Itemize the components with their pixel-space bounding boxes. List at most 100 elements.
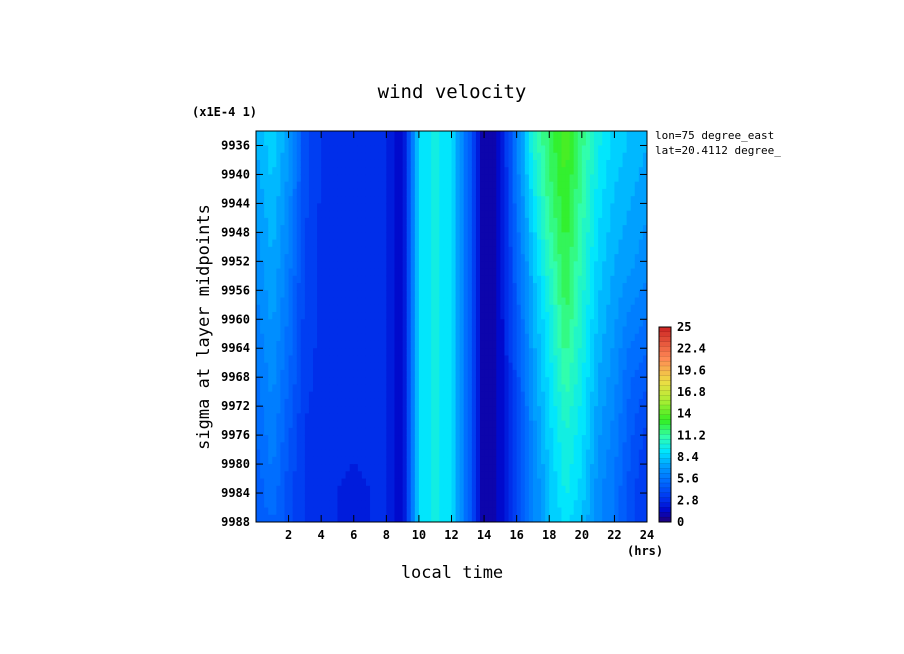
heatmap-cell bbox=[361, 304, 367, 313]
heatmap-cell bbox=[337, 384, 343, 393]
heatmap-cell bbox=[532, 333, 538, 342]
heatmap-cell bbox=[435, 138, 440, 147]
heatmap-cell bbox=[598, 181, 603, 190]
heatmap-cell bbox=[300, 333, 306, 342]
heatmap-cell bbox=[508, 232, 514, 241]
heatmap-cell bbox=[264, 188, 269, 197]
heatmap-cell bbox=[537, 514, 542, 522]
heatmap-cell bbox=[394, 478, 400, 487]
heatmap-cell bbox=[488, 225, 493, 233]
heatmap-cell bbox=[272, 181, 277, 190]
heatmap-cell bbox=[276, 435, 282, 443]
heatmap-cell bbox=[475, 478, 481, 487]
heatmap-cell bbox=[475, 384, 481, 393]
heatmap-cell bbox=[276, 369, 282, 378]
heatmap-cell bbox=[325, 217, 330, 226]
heatmap-cell bbox=[528, 131, 534, 139]
heatmap-cell bbox=[394, 485, 400, 494]
heatmap-cell bbox=[606, 500, 611, 509]
heatmap-cell bbox=[577, 196, 583, 205]
heatmap-cell bbox=[402, 254, 408, 262]
heatmap-cell bbox=[382, 500, 387, 509]
heatmap-cell bbox=[581, 145, 587, 154]
heatmap-cell bbox=[488, 181, 493, 190]
heatmap-cell bbox=[602, 181, 607, 190]
heatmap-cell bbox=[488, 420, 493, 429]
heatmap-cell bbox=[626, 478, 632, 487]
heatmap-cell bbox=[394, 500, 400, 509]
heatmap-cell bbox=[610, 340, 616, 349]
heatmap-cell bbox=[532, 225, 538, 233]
heatmap-cell bbox=[561, 225, 567, 233]
heatmap-cell bbox=[455, 493, 461, 501]
heatmap-cell bbox=[284, 319, 290, 328]
heatmap-cell bbox=[325, 456, 330, 465]
heatmap-cell bbox=[321, 188, 326, 197]
heatmap-cell bbox=[308, 283, 314, 291]
heatmap-cell bbox=[341, 268, 347, 277]
heatmap-cell bbox=[276, 406, 282, 414]
heatmap-cell bbox=[598, 159, 603, 168]
heatmap-cell bbox=[435, 442, 440, 451]
heatmap-cell bbox=[288, 420, 294, 429]
heatmap-cell bbox=[345, 275, 351, 284]
heatmap-cell bbox=[329, 254, 334, 262]
heatmap-cell bbox=[337, 297, 343, 306]
heatmap-cell bbox=[284, 420, 290, 429]
heatmap-cell bbox=[280, 377, 286, 386]
heatmap-cell bbox=[390, 449, 396, 458]
heatmap-cell bbox=[480, 326, 485, 335]
heatmap-cell bbox=[630, 297, 636, 306]
heatmap-cell bbox=[537, 340, 542, 349]
heatmap-cell bbox=[516, 246, 522, 255]
heatmap-cell bbox=[577, 384, 583, 393]
heatmap-cell bbox=[418, 485, 424, 494]
heatmap-cell bbox=[618, 297, 624, 306]
heatmap-cell bbox=[459, 464, 465, 472]
heatmap-cell bbox=[508, 485, 514, 494]
heatmap-cell bbox=[256, 188, 261, 197]
heatmap-cell bbox=[585, 348, 591, 357]
heatmap-cell bbox=[524, 384, 530, 393]
heatmap-cell bbox=[585, 174, 591, 183]
heatmap-cell bbox=[549, 254, 554, 262]
heatmap-cell bbox=[549, 290, 554, 299]
heatmap-cell bbox=[370, 312, 375, 320]
heatmap-cell bbox=[304, 485, 310, 494]
heatmap-cell bbox=[455, 275, 461, 284]
heatmap-cell bbox=[577, 275, 583, 284]
heatmap-cell bbox=[496, 485, 501, 494]
heatmap-cell bbox=[308, 188, 314, 197]
heatmap-cell bbox=[512, 159, 518, 168]
heatmap-cell bbox=[317, 159, 322, 168]
heatmap-cell bbox=[610, 471, 616, 480]
heatmap-cell bbox=[492, 174, 497, 183]
heatmap-cell bbox=[284, 297, 290, 306]
heatmap-cell bbox=[561, 348, 567, 357]
heatmap-cell bbox=[561, 217, 567, 226]
heatmap-cell bbox=[357, 348, 363, 357]
heatmap-cell bbox=[386, 159, 391, 168]
heatmap-cell bbox=[304, 232, 310, 241]
heatmap-cell bbox=[402, 275, 408, 284]
heatmap-cell bbox=[443, 297, 449, 306]
heatmap-cell bbox=[451, 145, 457, 154]
heatmap-cell bbox=[390, 464, 396, 472]
heatmap-cell bbox=[549, 283, 554, 291]
heatmap-cell bbox=[463, 304, 469, 313]
heatmap-cell bbox=[447, 319, 453, 328]
heatmap-cell bbox=[561, 246, 567, 255]
heatmap-cell bbox=[431, 254, 436, 262]
heatmap-cell bbox=[553, 297, 558, 306]
heatmap-cell bbox=[280, 362, 286, 371]
heatmap-cell bbox=[545, 138, 550, 147]
heatmap-cell bbox=[427, 290, 432, 299]
heatmap-cell bbox=[569, 312, 575, 320]
heatmap-cell bbox=[292, 283, 298, 291]
heatmap-cell bbox=[370, 435, 375, 443]
heatmap-cell bbox=[317, 500, 322, 509]
heatmap-cell bbox=[606, 138, 611, 147]
heatmap-cell bbox=[353, 485, 359, 494]
heatmap-cell bbox=[300, 449, 306, 458]
heatmap-cell bbox=[386, 319, 391, 328]
